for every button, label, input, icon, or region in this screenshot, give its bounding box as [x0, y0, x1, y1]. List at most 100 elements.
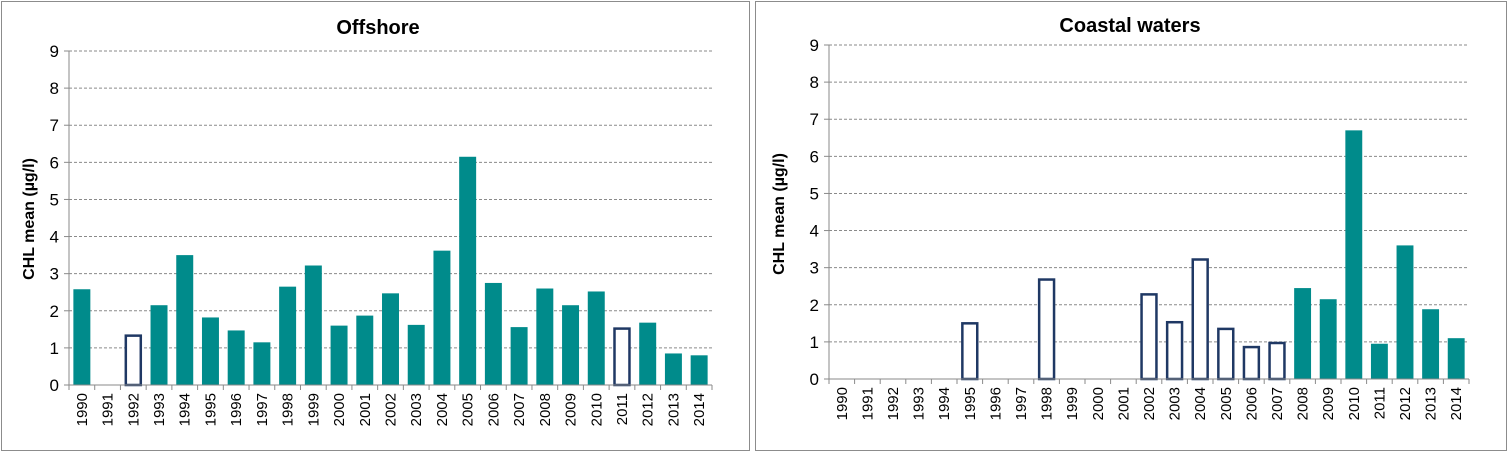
x-tick-label: 1997: [1013, 387, 1030, 420]
bar-2001: [356, 315, 374, 385]
x-tick-label: 1994: [177, 393, 194, 426]
x-tick-label: 2000: [331, 393, 348, 426]
y-tick-label: 2: [810, 296, 819, 315]
y-tick-label: 3: [810, 259, 819, 278]
x-tick-label: 2012: [640, 393, 657, 426]
x-tick-label: 2010: [1346, 387, 1363, 420]
x-tick-label: 1999: [305, 393, 322, 426]
coastal-waters-chart: Coastal waters CHL mean (µg/l) 0 1 2 3 4 5 6 7 8…: [771, 15, 1470, 420]
bar-2007: [1268, 341, 1286, 381]
x-tick-label: 1993: [911, 387, 928, 420]
chart-title: Offshore: [336, 17, 419, 39]
x-tick-label: 1991: [100, 393, 117, 426]
bar-1995: [961, 322, 979, 381]
x-tick-label: 2006: [1243, 387, 1260, 420]
bar-1998: [1037, 278, 1056, 381]
x-tick-label: 2002: [1141, 387, 1158, 420]
y-tick-label: 5: [50, 190, 59, 209]
x-tick-label: 1992: [885, 387, 902, 420]
bar-2005: [1217, 327, 1235, 381]
bar-2012: [1396, 245, 1414, 379]
x-tick-label: 1992: [125, 393, 142, 426]
x-tick-label: 1998: [1039, 387, 1056, 420]
bar-1997: [253, 342, 271, 385]
x-tick-label: 1991: [859, 387, 876, 420]
bar-2006: [484, 282, 502, 385]
x-tick-label: 2008: [1295, 387, 1312, 420]
x-tick-label: 2005: [460, 393, 477, 426]
y-axis-label: CHL mean (µg/l): [21, 158, 38, 280]
y-tick-label: 6: [50, 153, 59, 172]
bar-2004: [433, 250, 451, 385]
x-tick-label: 1995: [202, 393, 219, 426]
y-tick-label: 4: [50, 228, 59, 247]
bar-2007: [510, 327, 528, 385]
bar-2004: [1191, 258, 1209, 381]
x-tick-label: 2005: [1218, 387, 1235, 420]
x-tick-label: 2003: [408, 393, 425, 426]
x-tick-label: 2014: [691, 393, 708, 426]
x-tick-label: 2009: [563, 393, 580, 426]
bar-2002: [382, 293, 399, 385]
bar-2003: [1165, 320, 1184, 381]
x-tick-label: 1995: [962, 387, 979, 420]
y-axis-label: CHL mean (µg/l): [771, 153, 788, 275]
x-tick-label: 2013: [665, 393, 682, 426]
x-tick-label: 1993: [151, 393, 168, 426]
y-tick-label: 5: [810, 184, 819, 203]
x-tick-label: 2001: [1115, 387, 1132, 420]
y-tick-label: 7: [50, 116, 59, 135]
bar-2014: [1447, 338, 1465, 379]
x-tick-label: 2002: [383, 393, 400, 426]
x-tick-label: 1994: [936, 387, 953, 420]
y-tick-label: 1: [50, 339, 59, 358]
bar-2009: [562, 305, 580, 385]
y-tick-label: 4: [810, 222, 819, 241]
y-tick-label: 3: [50, 265, 59, 284]
y-tick-label: 7: [810, 110, 819, 129]
bar-2014: [690, 355, 708, 385]
x-tick-label: 2007: [511, 393, 528, 426]
bar-2011: [1370, 343, 1388, 379]
bar-2005: [459, 156, 477, 385]
x-tick-label: 2003: [1167, 387, 1184, 420]
bar-2002: [1140, 293, 1158, 381]
x-tick-label: 2000: [1090, 387, 1107, 420]
x-tick-label: 1999: [1064, 387, 1081, 420]
y-tick-label: 8: [810, 73, 819, 92]
y-tick-label: 2: [50, 302, 59, 321]
offshore-chart: Offshore CHL mean (µg/l) 0 1 2 3 4 5 6 7 8 9 1990 1…: [21, 17, 713, 426]
x-tick-label: 1997: [254, 393, 271, 426]
chart-title: Coastal waters: [1059, 15, 1200, 37]
bar-1990: [73, 289, 91, 385]
bar-2008: [1294, 288, 1312, 379]
x-tick-label: 1996: [987, 387, 1004, 420]
bar-2009: [1319, 299, 1337, 379]
x-tick-label: 2011: [1371, 387, 1388, 419]
bar-2000: [330, 325, 348, 385]
bar-1995: [201, 317, 219, 385]
bar-2003: [407, 324, 425, 385]
bar-1998: [279, 286, 297, 385]
bar-2008: [536, 288, 554, 385]
bar-1992: [124, 334, 143, 387]
bar-2012: [639, 322, 657, 385]
y-tick-label: 0: [810, 370, 819, 389]
y-tick-label: 1: [810, 333, 819, 352]
x-tick-label: 1996: [228, 393, 245, 426]
y-tick-label: 9: [50, 42, 59, 61]
bar-2010: [1345, 130, 1363, 379]
x-tick-label: 1990: [74, 393, 91, 426]
x-tick-label: 2004: [434, 393, 451, 426]
x-tick-label: 2006: [485, 393, 502, 426]
y-tick-label: 0: [50, 376, 59, 395]
x-tick-label: 1998: [280, 393, 297, 426]
bar-2013: [664, 353, 682, 385]
x-tick-label: 2009: [1320, 387, 1337, 420]
bar-1999: [304, 265, 322, 385]
bar-1993: [150, 305, 168, 385]
y-tick-label: 8: [50, 79, 59, 98]
bar-2010: [587, 291, 605, 385]
x-tick-label: 2012: [1397, 387, 1414, 420]
bar-2013: [1422, 309, 1440, 379]
